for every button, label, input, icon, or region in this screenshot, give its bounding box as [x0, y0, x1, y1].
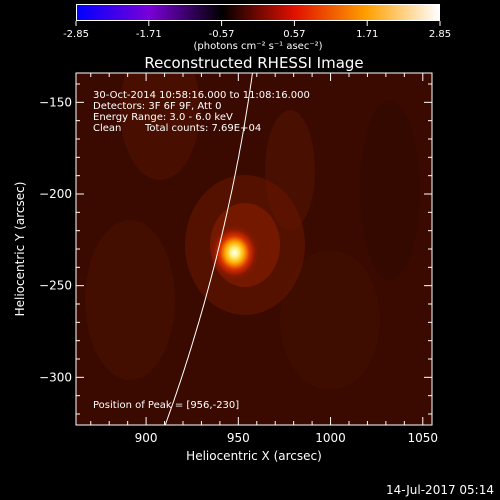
chart-title: Reconstructed RHESSI Image [144, 54, 363, 72]
colorbar-tick-label: -1.71 [136, 29, 162, 40]
colorbar-unit-label: (photons cm⁻² s⁻¹ asec⁻²) [193, 41, 322, 52]
x-tick-label: 900 [135, 431, 158, 445]
x-tick-label: 1050 [408, 431, 439, 445]
colorbar-tick-label: 1.71 [356, 29, 378, 40]
y-axis-ticks: −150 −200 −250 −300 [39, 83, 432, 415]
colorbar [76, 4, 440, 21]
image-texture [85, 73, 420, 390]
x-tick-label: 1000 [315, 431, 346, 445]
annotation-detectors: Detectors: 3F 6F 9F, Att 0 [93, 101, 221, 112]
colorbar-tick-label: -0.57 [209, 29, 235, 40]
colorbar-tick-label: -2.85 [63, 29, 89, 40]
annotation-peak-position: Position of Peak = [956,-230] [93, 400, 239, 411]
colorbar-tick-label: 2.85 [429, 29, 451, 40]
colorbar-tick-label: 0.57 [283, 29, 305, 40]
annotation-method: Clean [93, 123, 121, 134]
annotation-energy-range: Energy Range: 3.0 - 6.0 keV [93, 112, 233, 123]
annotation-total-counts: Total counts: 7.69E+04 [144, 123, 261, 134]
solar-limb-line [164, 73, 253, 425]
y-tick-label: −250 [39, 279, 72, 293]
x-tick-label: 950 [227, 431, 250, 445]
colorbar-ticks: -2.85 -1.71 -0.57 0.57 1.71 2.85 [63, 21, 451, 40]
annotation-time-range: 30-Oct-2014 10:58:16.000 to 11:08:16.000 [93, 90, 310, 101]
y-tick-label: −150 [39, 95, 72, 109]
flare-peak-source [210, 225, 259, 280]
x-axis-label: Heliocentric X (arcsec) [186, 449, 322, 463]
y-tick-label: −200 [39, 187, 72, 201]
y-tick-label: −300 [39, 370, 72, 384]
y-axis-label: Heliocentric Y (arcsec) [13, 182, 27, 317]
x-axis-ticks: 900 950 1000 1050 [90, 73, 439, 445]
footer-timestamp: 14-Jul-2017 05:14 [386, 483, 494, 497]
